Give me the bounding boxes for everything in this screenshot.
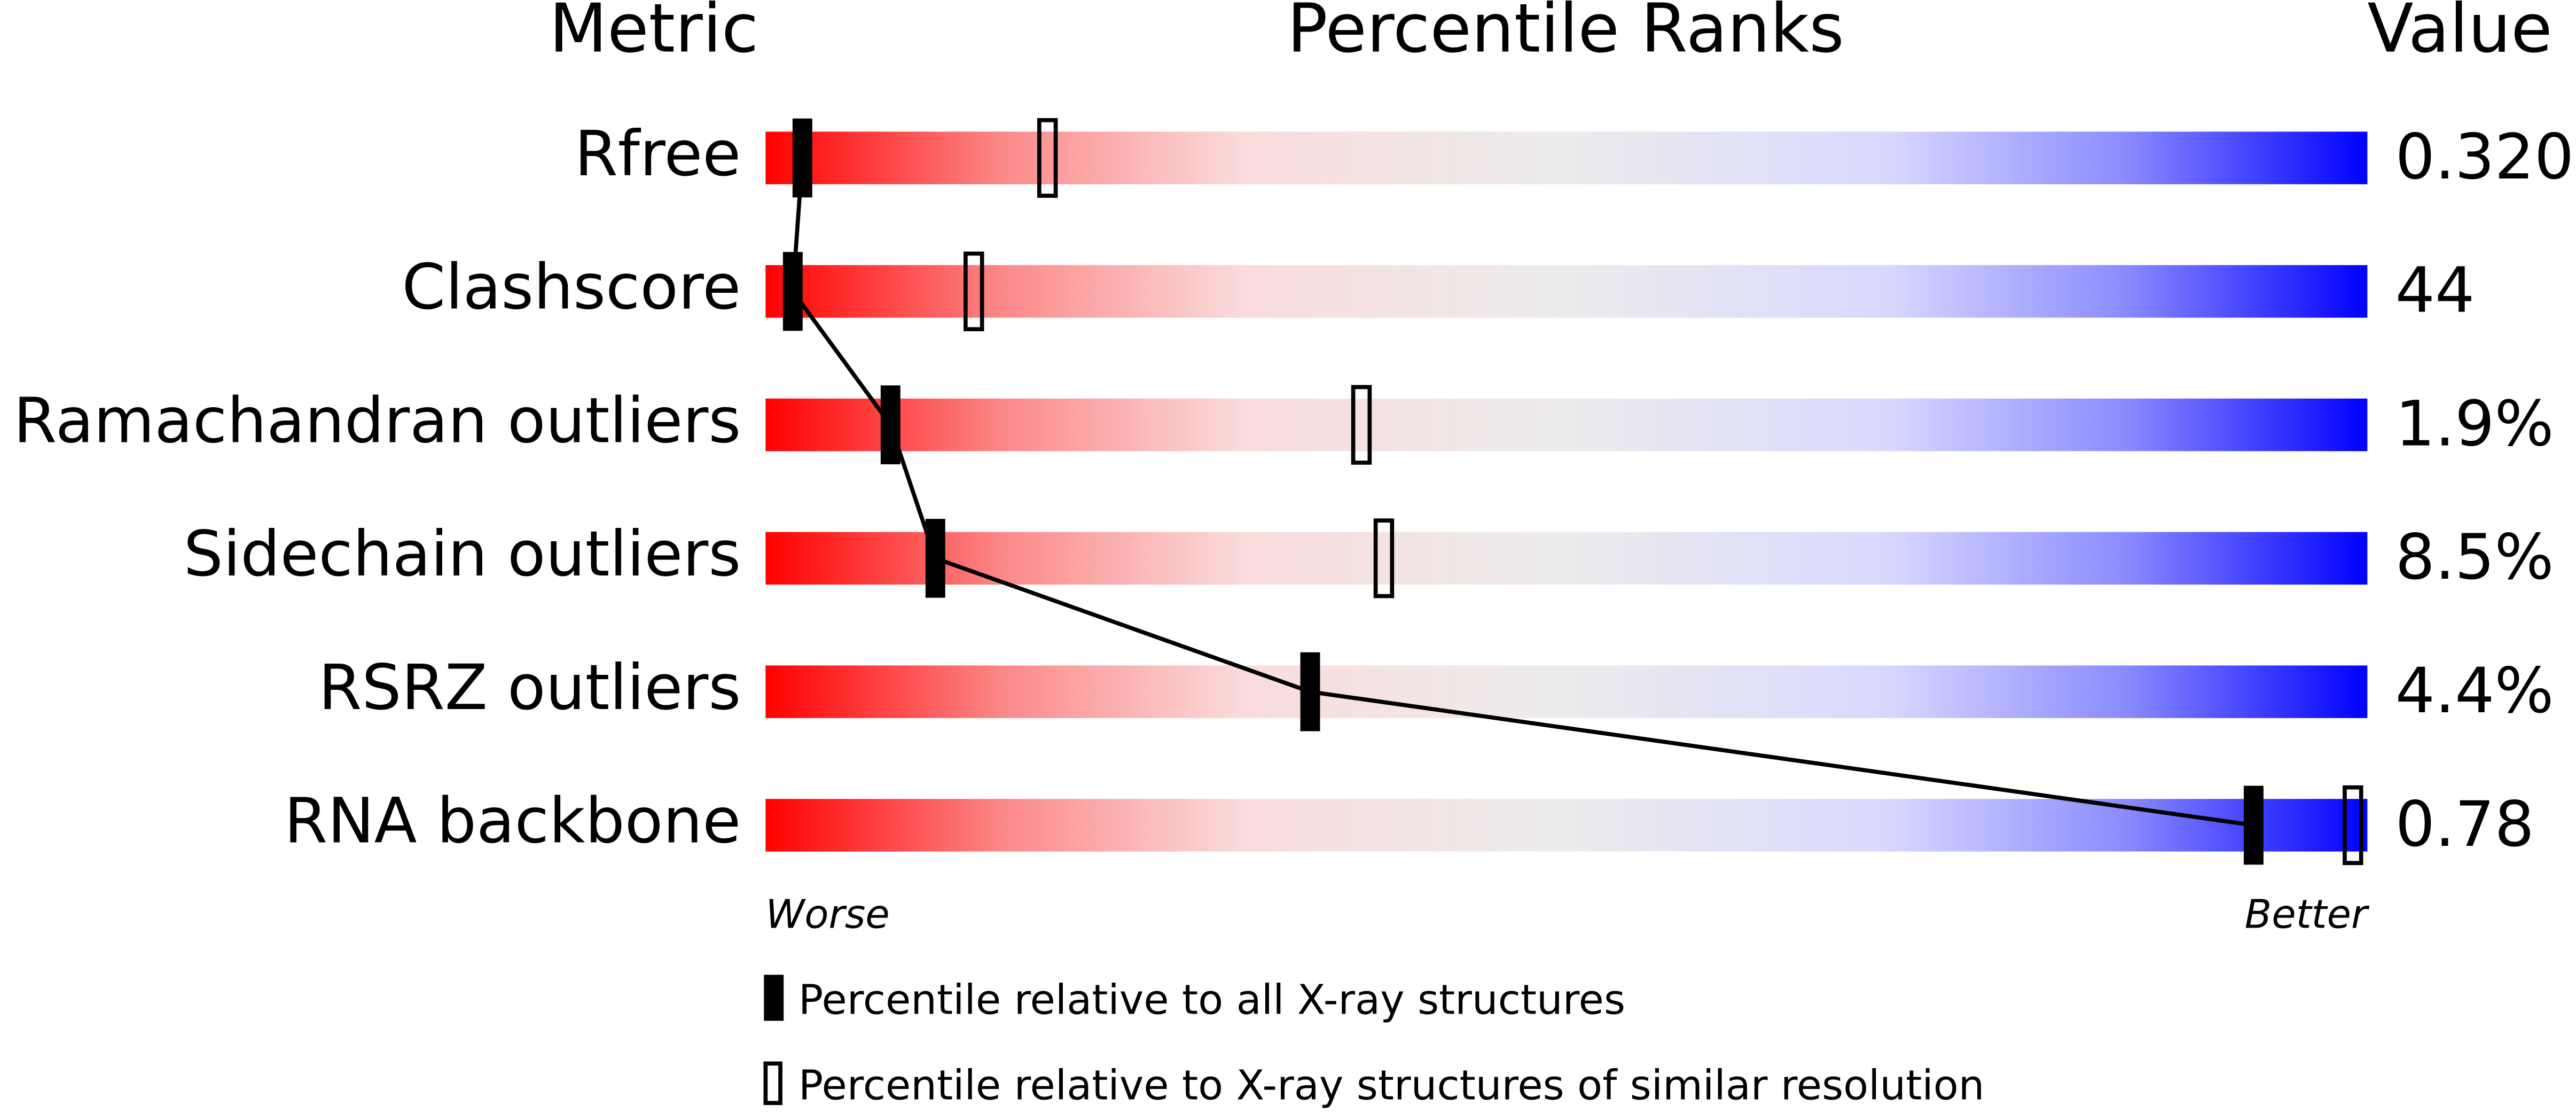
metric-value: 1.9% — [2395, 387, 2554, 460]
metric-label: Sidechain outliers — [184, 518, 741, 590]
percentile-bar — [765, 799, 2368, 852]
legend-entry: Percentile relative to X-ray structures … — [798, 1062, 1985, 1110]
metric-label: Clashscore — [402, 251, 741, 324]
similar-marker — [1373, 518, 1395, 598]
all-marker — [1300, 652, 1320, 731]
all-marker — [792, 118, 812, 198]
header-value: Value — [2367, 0, 2552, 68]
metric-label: RSRZ outliers — [318, 651, 741, 724]
worse-label: Worse — [765, 892, 889, 938]
percentile-bar — [765, 398, 2368, 452]
percentile-bar — [765, 532, 2368, 585]
header-metric: Metric — [549, 0, 758, 68]
all-marker — [2243, 785, 2264, 865]
percentile-bar — [765, 665, 2368, 718]
metric-value: 4.4% — [2395, 655, 2554, 727]
metric-label: Ramachandran outliers — [13, 384, 741, 457]
similar-marker — [964, 251, 984, 331]
better-label: Better — [2245, 892, 2370, 938]
all-marker — [925, 519, 945, 598]
legend-entry: Percentile relative to all X-ray structu… — [798, 977, 1625, 1024]
percentile-bar — [765, 131, 2368, 184]
legend-swatch — [764, 975, 784, 1021]
connector-line — [790, 158, 2254, 828]
percentile-bar — [765, 265, 2368, 318]
legend-swatch — [763, 1061, 782, 1106]
metric-value: 0.320 — [2395, 121, 2574, 193]
header-ranks: Percentile Ranks — [1287, 0, 1844, 68]
similar-marker — [1351, 385, 1372, 465]
metric-value: 44 — [2395, 254, 2475, 327]
metric-value: 8.5% — [2395, 521, 2554, 594]
metric-label: Rfree — [575, 118, 741, 190]
metric-label: RNA backbone — [284, 785, 741, 858]
similar-marker — [2343, 785, 2363, 865]
all-marker — [880, 385, 901, 464]
all-marker — [782, 252, 803, 331]
similar-marker — [1037, 118, 1058, 198]
metric-value: 0.78 — [2395, 788, 2534, 861]
